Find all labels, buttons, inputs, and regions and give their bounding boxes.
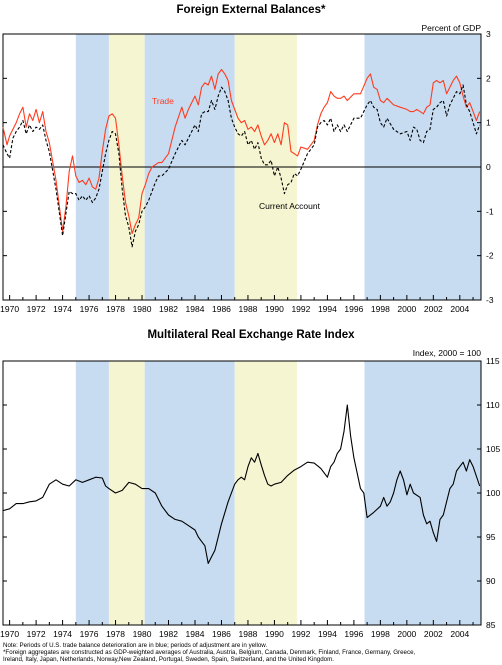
x-tick-label: 1994 bbox=[318, 629, 337, 639]
x-tick-label: 2004 bbox=[450, 629, 469, 639]
x-tick-label: 1972 bbox=[27, 629, 46, 639]
x-tick-label: 1976 bbox=[80, 304, 99, 314]
x-tick-label: 1984 bbox=[186, 629, 205, 639]
x-tick-label: 1974 bbox=[53, 629, 72, 639]
x-tick-label: 1992 bbox=[291, 304, 310, 314]
x-tick-label: 1988 bbox=[238, 304, 257, 314]
chart-title: Multilateral Real Exchange Rate Index bbox=[147, 329, 355, 341]
annotation-trade: Trade bbox=[152, 96, 174, 106]
x-tick-label: 2000 bbox=[397, 304, 416, 314]
y-axis-label: Index, 2000 = 100 bbox=[413, 348, 482, 358]
x-tick-label: 1970 bbox=[0, 629, 19, 639]
x-tick-label: 1986 bbox=[212, 304, 231, 314]
x-tick-label: 1998 bbox=[371, 304, 390, 314]
y-tick-label: -3 bbox=[486, 295, 494, 305]
x-tick-label: 1996 bbox=[344, 304, 363, 314]
note-line-2: *Foreign aggregates are constructed as G… bbox=[3, 649, 416, 656]
y-tick-label: -1 bbox=[486, 206, 494, 216]
y-tick-label: 100 bbox=[486, 488, 500, 498]
chart-title: Foreign External Balances* bbox=[177, 4, 326, 16]
shade-band-yellow-3 bbox=[234, 361, 297, 625]
y-tick-label: 115 bbox=[486, 356, 500, 366]
series-line-current-account bbox=[2, 84, 481, 248]
x-tick-label: 1990 bbox=[265, 304, 284, 314]
annotation-current-account: Current Account bbox=[259, 201, 321, 211]
x-tick-label: 2000 bbox=[397, 629, 416, 639]
note-line-3: Ireland, Italy, Japan, Netherlands, Norw… bbox=[3, 656, 334, 663]
x-tick-label: 1980 bbox=[133, 304, 152, 314]
x-tick-label: 1986 bbox=[212, 629, 231, 639]
shading-bands bbox=[75, 361, 481, 625]
x-tick-label: 1988 bbox=[238, 629, 257, 639]
y-tick-label: 110 bbox=[486, 400, 500, 410]
shade-band-blue-0 bbox=[75, 361, 109, 625]
y-tick-label: 0 bbox=[486, 162, 491, 172]
y-tick-label: 1 bbox=[486, 118, 491, 128]
y-axis-label: Percent of GDP bbox=[421, 23, 481, 33]
x-tick-label: 2002 bbox=[424, 304, 443, 314]
shade-band-yellow-1 bbox=[108, 361, 145, 625]
x-tick-label: 1978 bbox=[106, 304, 125, 314]
x-tick-label: 1996 bbox=[344, 629, 363, 639]
x-tick-label: 2004 bbox=[450, 304, 469, 314]
x-tick-label: 1998 bbox=[371, 629, 390, 639]
series-lines bbox=[2, 404, 481, 564]
y-tick-label: 3 bbox=[486, 29, 491, 39]
series-lines bbox=[2, 68, 481, 248]
x-tick-label: 2002 bbox=[424, 629, 443, 639]
x-tick-label: 1984 bbox=[186, 304, 205, 314]
y-tick-label: 95 bbox=[486, 532, 496, 542]
y-tick-label: 85 bbox=[486, 620, 496, 630]
x-tick-label: 1974 bbox=[53, 304, 72, 314]
y-tick-label: 105 bbox=[486, 444, 500, 454]
foreign-external-balances-chart: Foreign External Balances* Percent of GD… bbox=[0, 4, 494, 314]
x-tick-label: 1982 bbox=[159, 629, 178, 639]
real-exchange-rate-chart: Multilateral Real Exchange Rate Index In… bbox=[0, 329, 500, 639]
shade-band-blue-4 bbox=[364, 361, 481, 625]
x-tick-label: 1980 bbox=[133, 629, 152, 639]
x-tick-label: 1976 bbox=[80, 629, 99, 639]
x-tick-label: 1982 bbox=[159, 304, 178, 314]
shade-band-blue-2 bbox=[144, 361, 235, 625]
y-tick-label: -2 bbox=[486, 251, 494, 261]
series-line-trade bbox=[2, 68, 481, 235]
note-line-1: Note: Periods of U.S. trade balance dete… bbox=[3, 642, 268, 649]
tick-labels: -3 -2 -1 0 1 2 3 1970 1972 1974 1976 1978 1980 1982 19… bbox=[0, 29, 494, 314]
x-tick-label: 1970 bbox=[0, 304, 19, 314]
series-line-index bbox=[2, 404, 481, 564]
x-tick-label: 1972 bbox=[27, 304, 46, 314]
x-tick-label: 1990 bbox=[265, 629, 284, 639]
x-tick-label: 1994 bbox=[318, 304, 337, 314]
x-tick-label: 1978 bbox=[106, 629, 125, 639]
y-tick-label: 2 bbox=[486, 73, 491, 83]
x-tick-label: 1992 bbox=[291, 629, 310, 639]
y-tick-label: 90 bbox=[486, 576, 496, 586]
tick-labels: 85 90 95 100 105 110 115 1970 1972 1974 1976 1978 19… bbox=[0, 356, 500, 639]
